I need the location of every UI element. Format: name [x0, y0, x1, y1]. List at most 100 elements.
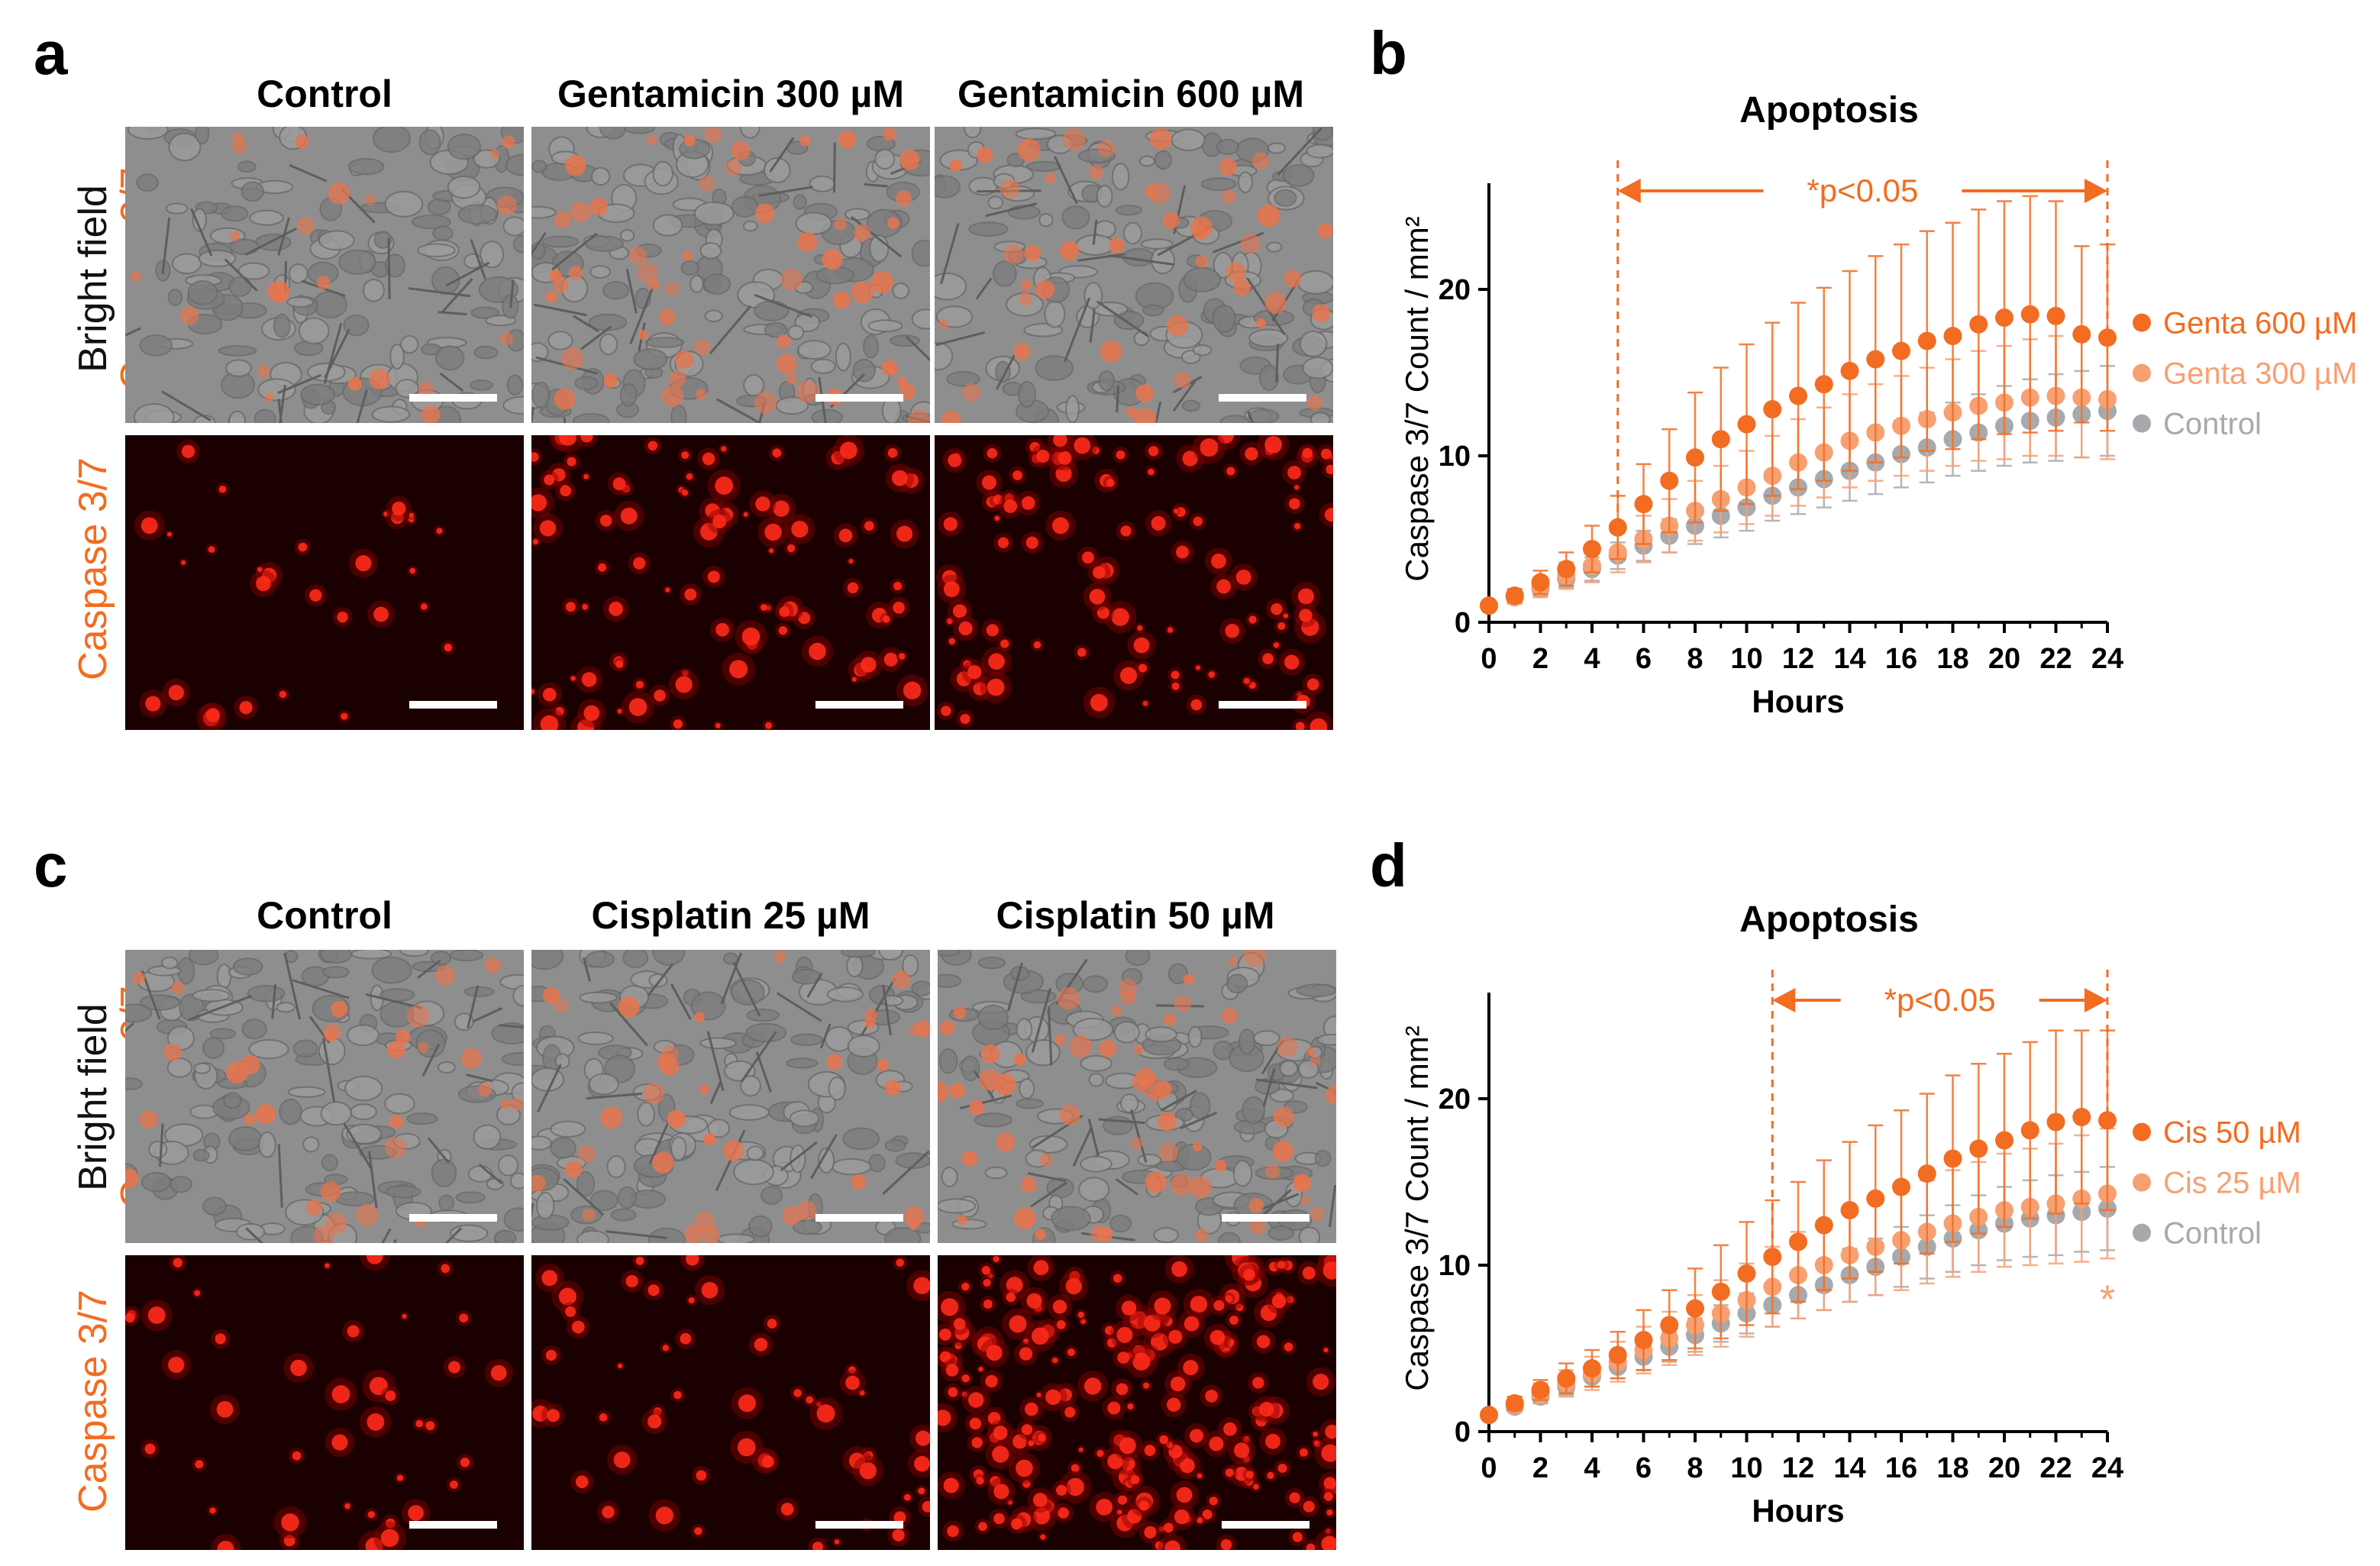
column-title-cis-50: Cisplatin 50 µM [996, 894, 1275, 937]
chart-b-xtick-label: 22 [2039, 643, 2072, 675]
micrograph-c-brightfield-cis25 [531, 950, 930, 1243]
chart-d-ytick-label: 20 [1439, 1083, 1471, 1116]
chart-b-point-high [1737, 415, 1756, 434]
panel-letter-a: a [34, 19, 68, 87]
chart-b-xtick-label: 10 [1730, 643, 1762, 675]
row-label-line1: Caspase 3/7 [71, 1290, 115, 1513]
chart-b-point-high [1763, 399, 1782, 418]
micrograph-a-brightfield-genta600 [935, 127, 1333, 423]
chart-d-annotation-arrowhead-right [2085, 988, 2107, 1012]
chart-d-ylabel: Caspase 3/7 Count / mm² [1399, 1025, 1435, 1391]
chart-b-xtick-label: 16 [1885, 643, 1917, 675]
chart-b-annotation-arrowhead-left [1617, 179, 1641, 203]
chart-b-point-high [2098, 328, 2117, 347]
chart-d-xtick-label: 24 [2091, 1452, 2123, 1484]
column-title-control-c: Control [257, 894, 392, 937]
chart-b-point-high [1531, 573, 1550, 592]
chart-d-xtick-label: 20 [1988, 1452, 2020, 1484]
chart-b-annotation-text: *p<0.05 [1807, 173, 1918, 208]
chart-d-xtick-label: 16 [1885, 1452, 1917, 1484]
chart-d-point-high [1480, 1406, 1498, 1425]
micrograph-c-caspase-cis50 [938, 1255, 1336, 1550]
chart-b-point-high [1480, 596, 1498, 615]
chart-d-point-high [1634, 1331, 1653, 1350]
row-label-line1: Bright field [71, 1003, 115, 1191]
chart-b-ytick-label: 20 [1439, 274, 1471, 306]
micrograph-a-brightfield-control [125, 127, 524, 423]
chart-b-point-high [1634, 495, 1653, 514]
panel-letter-b: b [1370, 19, 1407, 87]
chart-b-point-high [1583, 540, 1601, 559]
chart-b-xtick-label: 6 [1636, 643, 1652, 675]
micrograph-a-caspase-genta600 [935, 435, 1333, 730]
chart-d-point-high [1892, 1177, 1910, 1196]
chart-d-ytick-label: 0 [1455, 1416, 1471, 1448]
chart-d-xtick-label: 0 [1481, 1452, 1497, 1484]
chart-b-legend-label: Control [2163, 408, 2262, 441]
chart-b-annotation-arrowhead-right [2085, 179, 2107, 203]
chart-d-xtick-label: 10 [1730, 1452, 1762, 1484]
chart-b-point-high [1995, 308, 2013, 328]
chart-d-point-high [1557, 1369, 1576, 1388]
micrograph-c-caspase-control [125, 1255, 524, 1550]
chart-d-xtick-label: 18 [1936, 1452, 1968, 1484]
chart-d-point-high [1737, 1264, 1756, 1283]
chart-d-xtick-label: 6 [1636, 1452, 1652, 1484]
chart-d-point-high [1840, 1201, 1859, 1220]
row-label-line1: Caspase 3/7 [71, 457, 115, 680]
chart-d-point-high [2046, 1112, 2065, 1132]
micrograph-c-brightfield-control [125, 950, 524, 1243]
chart-d-annotation-text: *p<0.05 [1884, 982, 1996, 1018]
chart-b-point-high [1686, 448, 1704, 467]
chart-b-legend-marker [2133, 313, 2151, 332]
column-title-cis-25: Cisplatin 25 µM [591, 894, 870, 937]
chart-d-point-high [1866, 1189, 1885, 1208]
chart-d-xtick-label: 4 [1584, 1452, 1600, 1484]
chart-b-ylabel: Caspase 3/7 Count / mm² [1399, 216, 1435, 582]
chart-d-ytick-label: 10 [1439, 1250, 1471, 1282]
chart-b-point-high [1892, 341, 1910, 360]
micrograph-a-brightfield-genta300 [531, 127, 930, 423]
column-title-control-a: Control [257, 73, 392, 115]
row-label-line1: Bright field [71, 185, 115, 373]
chart-b-point-high [1840, 361, 1859, 380]
panel-letter-d: d [1370, 831, 1407, 899]
chart-d-legend-marker [2133, 1173, 2151, 1192]
chart-d-point-high [1814, 1216, 1833, 1235]
chart-b-point-high [1814, 375, 1833, 394]
chart-d-point-high [1608, 1345, 1627, 1364]
chart-d-legend-label: Control [2163, 1217, 2262, 1251]
chart-b-point-high [2072, 325, 2091, 344]
chart-d-point-high [1686, 1299, 1704, 1318]
chart-d-point-high [1711, 1282, 1730, 1301]
chart-b-point-high [2020, 305, 2039, 324]
chart-d-point-high [2072, 1107, 2091, 1126]
chart-b-xtick-label: 4 [1584, 643, 1600, 675]
chart-d-xlabel: Hours [1752, 1493, 1844, 1529]
chart-d-point-high [1789, 1232, 1807, 1251]
chart-b-point-high [1505, 586, 1524, 605]
chart-d-annotation-arrowhead-left [1772, 988, 1796, 1012]
chart-d-xtick-label: 22 [2039, 1452, 2072, 1484]
chart-b-xtick-label: 18 [1936, 643, 1968, 675]
chart-b-legend-label: Genta 300 µM [2163, 357, 2357, 391]
chart-d-legend-label: Cis 25 µM [2163, 1167, 2301, 1200]
chart-b-ytick-label: 0 [1455, 607, 1471, 639]
column-title-genta-300: Gentamicin 300 µM [557, 73, 904, 115]
chart-d-point-high [1583, 1359, 1601, 1378]
chart-b-point-high [2046, 306, 2065, 325]
chart-b-xtick-label: 2 [1532, 643, 1548, 675]
chart-d-point-high [1763, 1248, 1782, 1267]
chart-d-point-high [1531, 1380, 1550, 1400]
chart-b-point-high [1789, 386, 1807, 405]
chart-b-point-high [1866, 350, 1885, 369]
chart-b-point-high [1660, 471, 1679, 490]
chart-b-xtick-label: 14 [1833, 643, 1865, 675]
chart-b-xtick-label: 24 [2091, 643, 2123, 675]
chart-d-point-high [1943, 1149, 1962, 1168]
chart-b-xtick-label: 0 [1481, 643, 1497, 675]
chart-b-legend-label: Genta 600 µM [2163, 307, 2357, 341]
row-label-caspase-c: Caspase 3/7 [71, 1271, 126, 1531]
chart-d-point-high [1660, 1316, 1679, 1335]
chart-d-point-high [1917, 1164, 1936, 1183]
